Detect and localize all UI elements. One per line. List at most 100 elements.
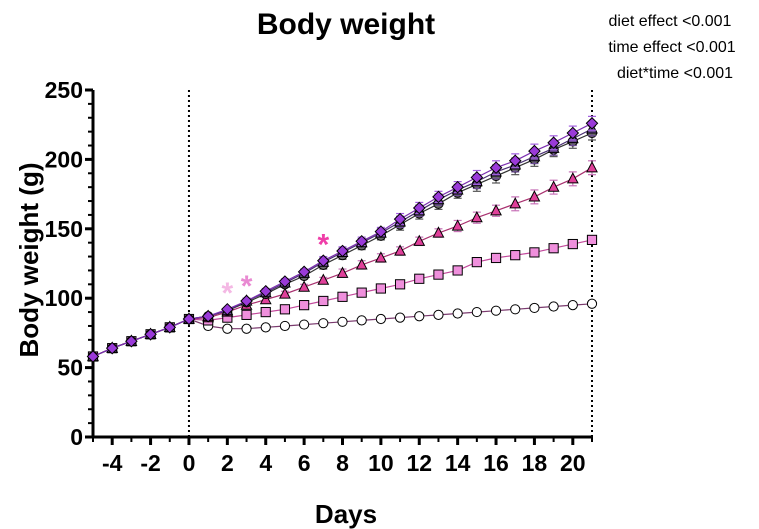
data-point [374,225,388,238]
x-tick-label: 4 [259,450,272,476]
significance-marks: * ** [222,229,330,311]
data-point [548,243,559,254]
data-point [299,300,310,311]
y-tick-label: 50 [57,355,83,381]
data-point [452,308,463,319]
data-point [163,321,177,334]
data-point [241,323,252,334]
stat-annotation-interaction: diet*time <0.001 [617,65,733,82]
data-point [278,287,291,299]
data-point [144,327,157,341]
stats-annotations: diet effect <0.001 time effect <0.001 di… [608,13,735,82]
data-point [375,313,386,325]
x-axis-title: Days [315,499,377,529]
chart-title: Body weight [257,8,435,41]
data-point [259,284,273,298]
x-tick-label: 10 [368,450,394,476]
x-tick-label: 2 [221,450,234,476]
data-point [470,171,484,184]
y-axis-title: Body weight (g) [14,163,44,358]
data-point [222,323,233,334]
data-point [318,295,329,307]
significance-asterisk: * [317,229,329,262]
data-point [297,265,311,279]
data-point [586,161,598,173]
data-point [586,298,598,309]
y-tick-label: 0 [70,424,83,450]
y-tick-label: 250 [45,77,83,103]
data-point [433,269,444,280]
significance-asterisk: * [241,270,253,303]
data-point [566,172,579,184]
series-layer [86,115,599,363]
data-point [393,212,407,226]
data-point [510,250,521,261]
x-tick-label: 0 [183,450,196,476]
data-point [317,254,330,268]
data-point [279,320,291,332]
y-tick-label: 200 [45,146,83,172]
data-point [355,258,368,270]
data-point [471,257,482,268]
data-point [201,309,215,323]
data-point [508,154,522,168]
y-tick-label: 100 [45,285,83,311]
data-point [375,283,386,294]
data-point [86,350,100,363]
data-point [451,219,464,231]
data-point [432,226,445,238]
data-point [509,197,522,209]
data-point [240,294,253,308]
data-point [336,266,349,278]
data-point [260,306,271,318]
series-5 [86,115,599,363]
data-point [510,304,521,315]
data-point [414,311,425,322]
x-tick-label: -4 [102,450,123,476]
data-point [566,126,580,140]
data-point [489,161,503,175]
data-point [547,136,560,150]
data-point [567,300,578,311]
data-point [394,279,406,290]
data-point [529,302,540,314]
data-point [394,244,407,256]
data-point [317,273,330,285]
data-point [432,190,445,204]
x-tick-label: 20 [560,450,586,476]
data-point [490,252,502,264]
data-point [433,309,444,320]
data-point [490,204,502,216]
data-point [547,180,560,192]
data-point [125,334,138,348]
x-tick-label: 16 [483,450,509,476]
data-point [585,117,599,130]
x-tick-label: 18 [522,450,548,476]
data-point [298,280,311,292]
data-point [413,234,426,246]
data-point [452,265,463,276]
data-point [279,304,291,315]
data-point [586,234,598,246]
data-point [528,190,541,202]
data-point [471,306,482,318]
series-2 [87,160,598,362]
data-point [241,309,252,320]
data-point [414,273,425,284]
stat-annotation-time: time effect <0.001 [608,39,735,56]
data-point [374,251,387,263]
data-point [221,302,234,316]
stat-annotation-diet: diet effect <0.001 [609,13,732,30]
data-point [260,322,271,333]
data-point [336,244,349,258]
x-tick-label: 8 [336,450,349,476]
series-0 [87,298,598,362]
significance-asterisk: * [222,277,234,310]
data-point [356,315,367,326]
data-point [548,301,559,312]
data-point [337,291,348,302]
x-tick-label: 14 [445,450,471,476]
data-point [278,275,292,288]
